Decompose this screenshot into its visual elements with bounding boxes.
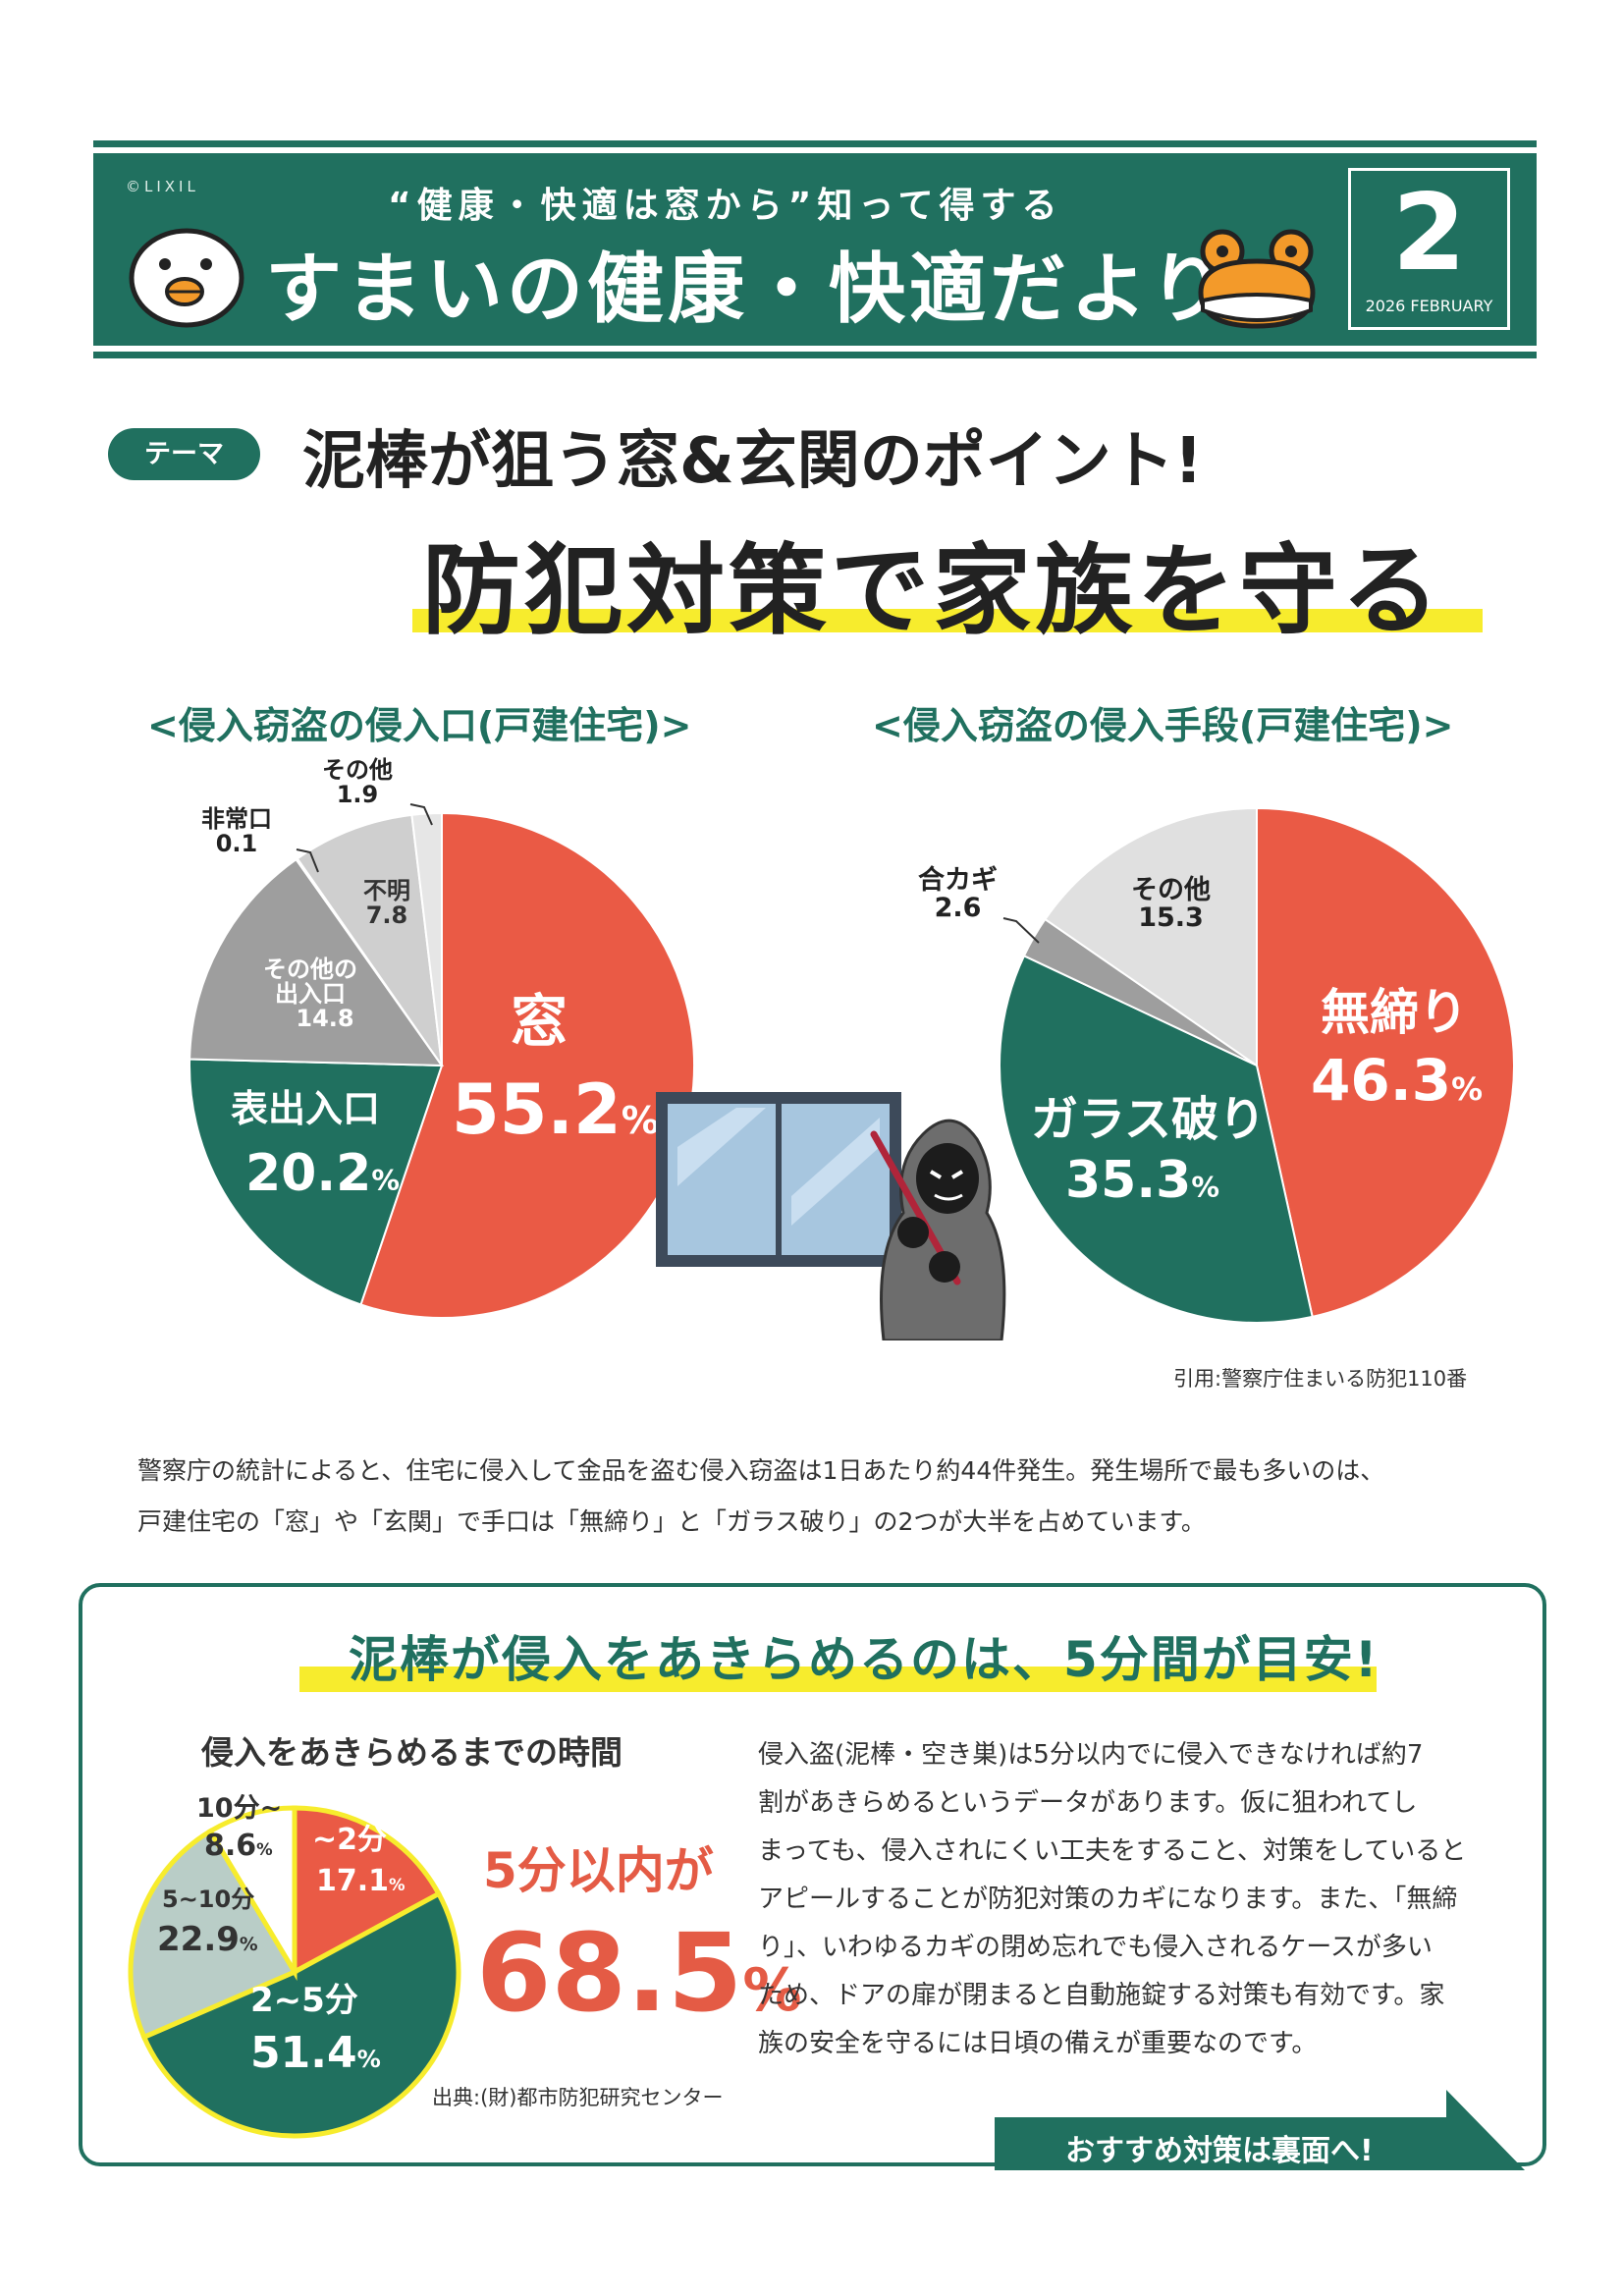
value-under-2min: 17.1% (316, 1864, 406, 1898)
section-highlight (299, 1667, 1377, 1692)
paragraph-line-6: ため、ドアの扉が閉まると自動施錠する対策も有効です。家 (758, 1981, 1445, 2010)
label-emergency-exit: 非常口 0.1 (201, 805, 272, 858)
intro-line-2: 戸建住宅の「窓」や「玄関」で手口は「無締り」と「ガラス破り」の2つが大半を占めて… (137, 1507, 1206, 1536)
main-title: すまいの健康・快適だより (265, 246, 1230, 334)
header-rule-bottom (93, 352, 1537, 358)
pie-slice-0 (1256, 806, 1515, 1319)
pie-slice-1 (189, 1058, 444, 1306)
intro-line-1: 警察庁の統計によると、住宅に侵入して金品を盗む侵入窃盗は1日あたり約44件発生。… (137, 1456, 1385, 1485)
section-heading: 泥棒が侵入をあきらめるのは、5分間が目安! (349, 1631, 1380, 1688)
value-front-door: 20.2% (245, 1144, 400, 1203)
chick-icon (129, 228, 244, 328)
time-chart-title: 侵入をあきらめるまでの時間 (201, 1733, 622, 1772)
value-glass-breaking: 35.3% (1065, 1151, 1219, 1210)
label-front-door: 表出入口 (231, 1087, 381, 1130)
label-other-door: その他の 出入口 14.8 (263, 956, 357, 1033)
issue-box (1348, 168, 1510, 330)
paragraph-line-5: り」、いわゆるカギの閉め忘れでも侵入されるケースが多い (758, 1933, 1433, 1962)
label-unknown: 不明 7.8 (363, 877, 410, 930)
pie-slice-3 (206, 1805, 298, 1982)
header-rule-top (93, 140, 1537, 147)
value-window: 55.2% (452, 1069, 660, 1150)
pie-slice-4 (296, 813, 443, 1066)
paragraph-line-1: 侵入盗(泥棒・空き巣)は5分以内でに侵入できなければ約7 (758, 1740, 1424, 1770)
source-note: 出典:(財)都市防犯研究センター (432, 2086, 724, 2109)
cta-text: おすすめ対策は裏面へ! (1065, 2134, 1374, 2168)
label-window: 窓 (511, 988, 568, 1055)
label-other-method: その他 15.3 (1131, 875, 1211, 934)
value-2-5min: 51.4% (250, 2028, 381, 2078)
within-5min-value: 68.5% (476, 1910, 802, 2036)
issue-date: 2026 FEBRUARY (1365, 297, 1493, 315)
pie-slice-1 (999, 954, 1314, 1324)
within-5min-label: 5分以内が (483, 1842, 714, 1899)
theme-headline: 泥棒が狙う窓&玄関のポイント! (302, 425, 1203, 498)
citation: 引用:警察庁住まいる防犯110番 (1173, 1367, 1468, 1391)
label-under-2min: ~2分 (312, 1823, 388, 1857)
paragraph-line-7: 族の安全を守るには日頃の備えが重要なのです。 (758, 2029, 1318, 2058)
cta-arrow-banner (995, 2090, 1525, 2170)
value-unlocked: 46.3% (1311, 1047, 1484, 1114)
label-5-10min: 5~10分 (162, 1886, 255, 1913)
value-over-10min: 8.6% (204, 1829, 273, 1863)
header-subtitle: “健康・快適は窓から”知って得する (388, 186, 1063, 226)
paragraph-line-3: まっても、侵入されにくい工夫をすること、対策をしていると (758, 1836, 1467, 1866)
value-5-10min: 22.9% (157, 1920, 258, 1959)
paragraph-line-2: 割があきらめるというデータがあります。仮に狙われてし (758, 1788, 1418, 1818)
theme-highlight (412, 609, 1483, 632)
label-2-5min: 2~5分 (250, 1981, 358, 2020)
label-duplicate-key: 合カギ 2.6 (918, 865, 998, 924)
window-icon (656, 1092, 901, 1267)
label-other-entry: その他 1.9 (322, 756, 393, 809)
frog-icon (1198, 229, 1316, 329)
chart-title-entry-point: <侵入窃盗の侵入口(戸建住宅)> (147, 704, 692, 747)
paragraph-line-4: アピールすることが防犯対策のカギになります。また、「無締 (758, 1885, 1458, 1914)
pie-slice-3 (1044, 806, 1258, 1067)
label-over-10min: 10分~ (196, 1793, 283, 1824)
lower-info-box (79, 1583, 1546, 2166)
label-unlocked: 無締り (1321, 984, 1468, 1041)
pie-slice-0 (292, 1805, 443, 1977)
pie-slice-1 (140, 1890, 461, 2139)
issue-number: 2 (1391, 172, 1467, 295)
theme-title: 防犯対策で家族を守る (422, 533, 1443, 648)
label-glass-breaking: ガラス破り (1031, 1092, 1267, 1147)
chart-title-entry-method: <侵入窃盗の侵入手段(戸建住宅)> (872, 704, 1454, 747)
copyright: ©LIXIL (126, 178, 199, 195)
pie-slice-2 (189, 857, 444, 1067)
burglar-icon (870, 1119, 1006, 1340)
pie-slice-2 (128, 1828, 298, 2041)
theme-badge: テーマ (108, 428, 260, 480)
